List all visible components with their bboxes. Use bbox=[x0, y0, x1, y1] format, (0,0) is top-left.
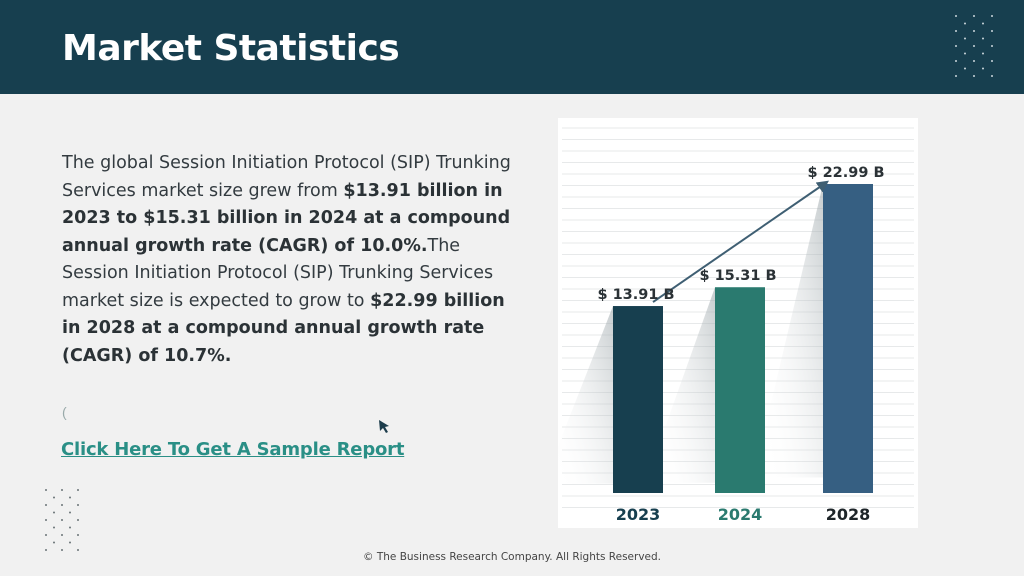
dot bbox=[77, 519, 79, 521]
dot bbox=[77, 504, 79, 506]
dot bbox=[45, 549, 47, 551]
dot bbox=[991, 75, 993, 77]
cursor-arrow-icon bbox=[379, 420, 389, 433]
dot bbox=[991, 45, 993, 47]
dot bbox=[973, 75, 975, 77]
dot bbox=[69, 526, 71, 529]
dot bbox=[955, 45, 957, 47]
dot bbox=[53, 541, 55, 544]
x-tick-label: 2028 bbox=[826, 505, 871, 524]
dot bbox=[955, 60, 957, 62]
footer-copyright: © The Business Research Company. All Rig… bbox=[363, 551, 661, 563]
dot bbox=[982, 22, 984, 25]
dot bbox=[955, 30, 957, 32]
bar-chart-svg: $ 13.91 B $ 15.31 B $ 22.99 B 2023 2024 2028 bbox=[558, 127, 914, 524]
x-tick-label: 2023 bbox=[616, 505, 661, 524]
summary-highlight-2: $22.99 billion in 2028 at a compound ann… bbox=[62, 290, 505, 366]
dot bbox=[955, 15, 957, 17]
dot bbox=[955, 75, 957, 77]
bar-2024 bbox=[715, 287, 765, 493]
dot bbox=[61, 504, 63, 506]
dot bbox=[973, 45, 975, 47]
dot bbox=[69, 511, 71, 514]
data-label: $ 22.99 B bbox=[807, 165, 884, 181]
dot bbox=[973, 30, 975, 32]
dot bbox=[77, 534, 79, 536]
dot bbox=[982, 67, 984, 70]
dot bbox=[77, 549, 79, 551]
dot bbox=[61, 534, 63, 536]
dot bbox=[53, 496, 55, 499]
dot bbox=[991, 15, 993, 17]
dot bbox=[964, 22, 966, 25]
sample-report-link[interactable]: Click Here To Get A Sample Report bbox=[61, 439, 405, 460]
dot bbox=[61, 549, 63, 551]
summary-text-part-2: The Session Initiation Protocol (SIP) Tr… bbox=[62, 235, 494, 311]
market-summary-text: The global Session Initiation Protocol (… bbox=[62, 150, 512, 370]
summary-highlight-1: $13.91 billion in 2023 to $15.31 billion… bbox=[62, 180, 511, 256]
dot bbox=[45, 519, 47, 521]
dot bbox=[45, 504, 47, 506]
x-tick-label: 2024 bbox=[718, 505, 763, 524]
market-chart: $ 13.91 B $ 15.31 B $ 22.99 B 2023 2024 2028 bbox=[558, 118, 918, 528]
bar-2028 bbox=[823, 184, 873, 493]
dot bbox=[964, 37, 966, 40]
dot bbox=[61, 489, 63, 491]
dot bbox=[53, 526, 55, 529]
dot bbox=[77, 489, 79, 491]
dot bbox=[69, 496, 71, 499]
dot bbox=[982, 52, 984, 55]
data-label: $ 13.91 B bbox=[597, 287, 674, 303]
dot bbox=[964, 67, 966, 70]
dot bbox=[45, 534, 47, 536]
page-title: Market Statistics bbox=[62, 28, 400, 69]
bar-shadow bbox=[768, 184, 823, 478]
dot bbox=[69, 541, 71, 544]
dot bbox=[964, 52, 966, 55]
dot bbox=[973, 15, 975, 17]
header-bar: Market Statistics bbox=[0, 0, 1024, 94]
summary-text-part-1: The global Session Initiation Protocol (… bbox=[62, 153, 511, 201]
dot bbox=[991, 60, 993, 62]
trend-arrow bbox=[652, 180, 829, 303]
decorative-dots-icon bbox=[45, 489, 79, 551]
decorative-dots-icon bbox=[955, 15, 993, 77]
bar-shadow bbox=[558, 306, 613, 484]
dot bbox=[45, 489, 47, 491]
dot bbox=[991, 30, 993, 32]
dot bbox=[61, 519, 63, 521]
bar-shadow bbox=[660, 287, 715, 483]
bar-2023 bbox=[613, 306, 663, 493]
dot bbox=[53, 511, 55, 514]
data-label: $ 15.31 B bbox=[699, 268, 776, 284]
dot bbox=[973, 60, 975, 62]
stray-mark: ( bbox=[62, 404, 67, 420]
dot bbox=[982, 37, 984, 40]
